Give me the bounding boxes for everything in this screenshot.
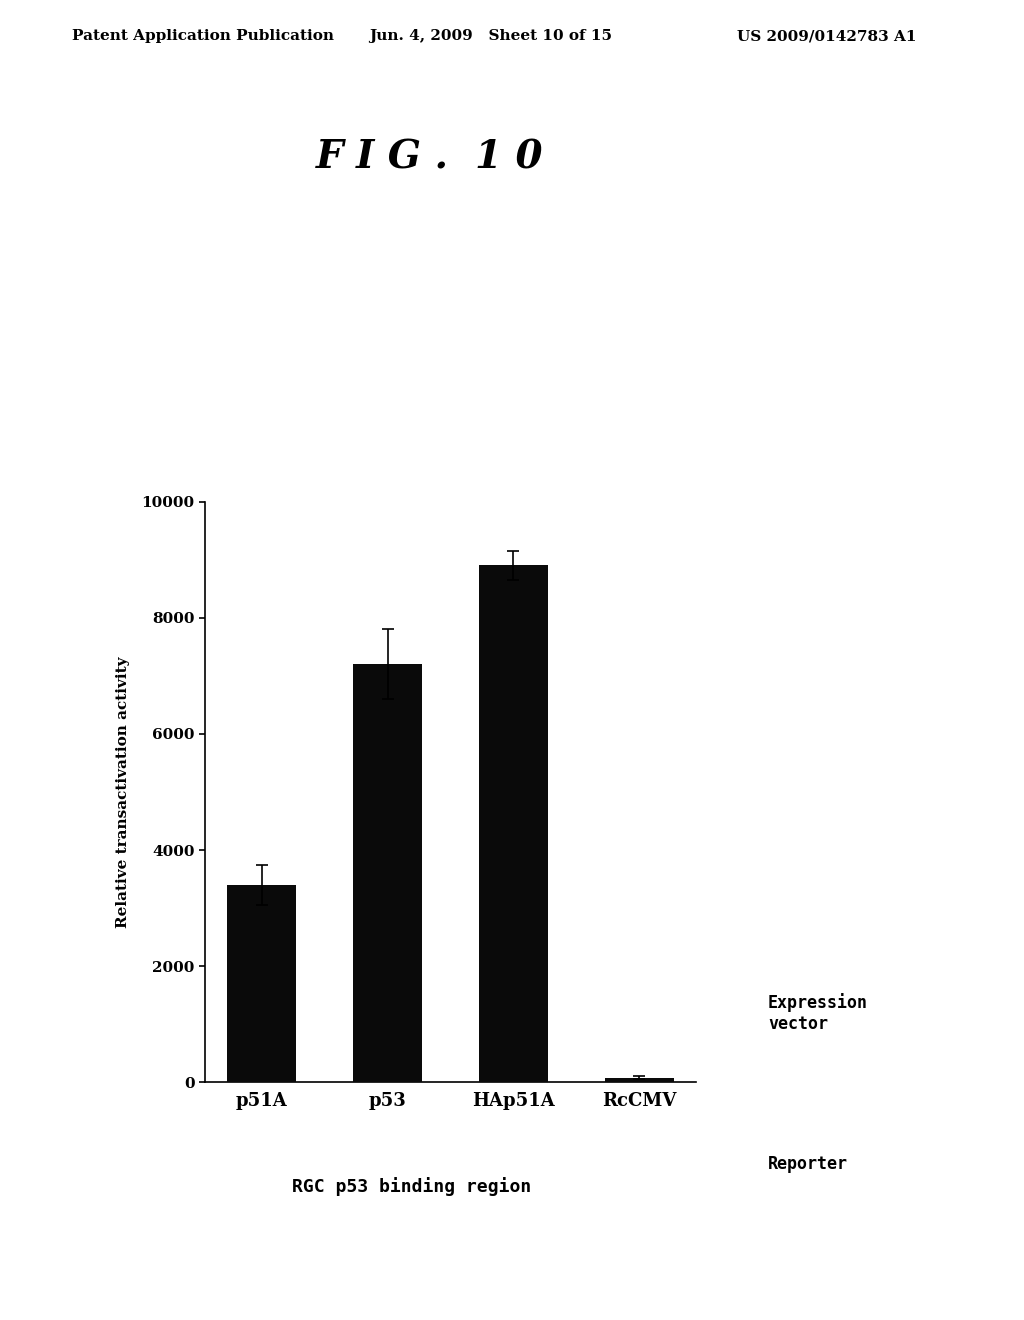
Bar [227, 884, 296, 1082]
Bar [353, 664, 422, 1082]
Y-axis label: Relative transactivation activity: Relative transactivation activity [116, 656, 130, 928]
Text: US 2009/0142783 A1: US 2009/0142783 A1 [737, 29, 916, 44]
Text: F I G .  1 0: F I G . 1 0 [316, 139, 544, 177]
Bar [479, 565, 548, 1082]
Text: Expression
vector: Expression vector [768, 993, 868, 1032]
Bar [605, 1077, 674, 1082]
Text: RGC p53 binding region: RGC p53 binding region [292, 1177, 530, 1196]
Text: Jun. 4, 2009   Sheet 10 of 15: Jun. 4, 2009 Sheet 10 of 15 [369, 29, 611, 44]
Text: Reporter: Reporter [768, 1155, 848, 1173]
Text: Patent Application Publication: Patent Application Publication [72, 29, 334, 44]
